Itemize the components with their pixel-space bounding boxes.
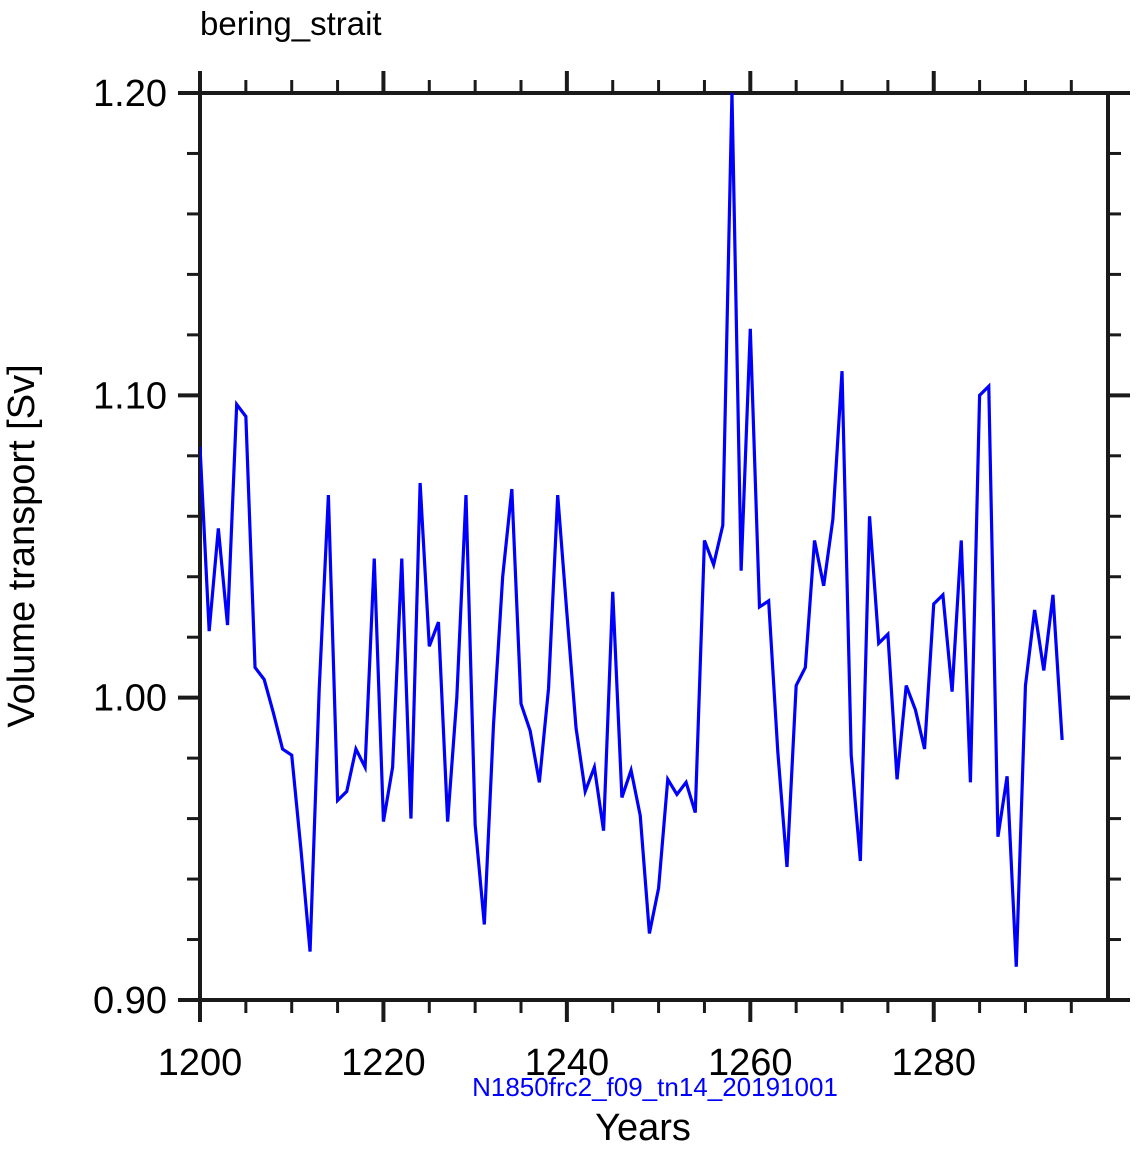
x-axis-title: Years: [595, 1107, 691, 1149]
x-tick-label: 1260: [708, 1042, 793, 1084]
series-legend-label: N1850frc2_f09_tn14_20191001: [472, 1072, 838, 1102]
x-tick-label: 1280: [891, 1042, 976, 1084]
y-axis-ticks: [178, 91, 1130, 1002]
chart-title: bering_strait: [200, 5, 382, 42]
data-series-group: [200, 93, 1064, 967]
y-axis-tick-labels: 0.90 1.00 1.10 1.20: [93, 73, 167, 1022]
x-axis-ticks: [198, 71, 1073, 1022]
y-tick-label: 1.10: [93, 375, 167, 417]
y-tick-label: 1.20: [93, 73, 167, 115]
x-tick-label: 1220: [341, 1042, 426, 1084]
x-tick-label: 1200: [158, 1042, 243, 1084]
y-axis-title: Volume transport [Sv]: [1, 364, 43, 727]
data-series-line-0: [200, 93, 1064, 967]
y-tick-label: 0.90: [93, 980, 167, 1022]
y-tick-label: 1.00: [93, 678, 167, 720]
x-axis-tick-labels: 1200 1220 1240 1260 1280: [158, 1042, 976, 1084]
x-tick-label: 1240: [525, 1042, 610, 1084]
